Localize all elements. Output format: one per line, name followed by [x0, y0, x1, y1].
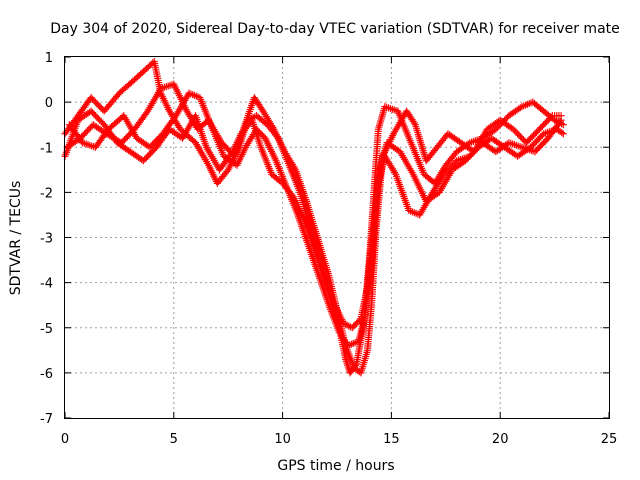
x-tick-label: 10	[274, 432, 291, 447]
data-point	[556, 118, 564, 126]
y-tick-label: -7	[40, 412, 53, 427]
x-tick-label: 25	[601, 432, 618, 447]
y-tick-label: -1	[40, 141, 53, 156]
y-axis-title: SDTVAR / TECUs	[8, 181, 24, 296]
x-tick-label: 15	[383, 432, 400, 447]
y-tick-label: -5	[40, 322, 53, 337]
x-axis-title: GPS time / hours	[277, 458, 394, 474]
y-tick-labels: 1 0 -1 -2 -3 -4 -5 -6 -7	[40, 51, 53, 427]
data-point	[171, 113, 179, 121]
data-point	[143, 109, 151, 117]
data-point	[557, 116, 565, 124]
y-tick-label: -3	[40, 232, 53, 247]
data-marks	[61, 58, 567, 377]
data-point	[355, 316, 363, 324]
data-point	[559, 130, 567, 138]
y-tick-label: -4	[40, 277, 53, 292]
x-tick-label: 5	[170, 432, 178, 447]
x-tick-label: 20	[492, 432, 509, 447]
series-track-2	[63, 80, 565, 377]
y-tick-label: -6	[40, 367, 53, 382]
data-point	[558, 129, 566, 137]
data-point	[288, 191, 296, 199]
chart-title: Day 304 of 2020, Sidereal Day-to-day VTE…	[50, 21, 620, 37]
y-tick-label: 1	[45, 51, 53, 66]
series-track-4	[61, 107, 565, 332]
data-point	[223, 168, 231, 176]
data-point	[547, 113, 555, 121]
y-tick-label: -2	[40, 186, 53, 201]
x-tick-label: 0	[61, 432, 69, 447]
plot-frame	[64, 56, 610, 419]
x-tick-labels: 0 5 10 15 20 25	[61, 432, 617, 447]
data-point	[410, 119, 418, 127]
y-tick-label: 0	[45, 96, 53, 111]
